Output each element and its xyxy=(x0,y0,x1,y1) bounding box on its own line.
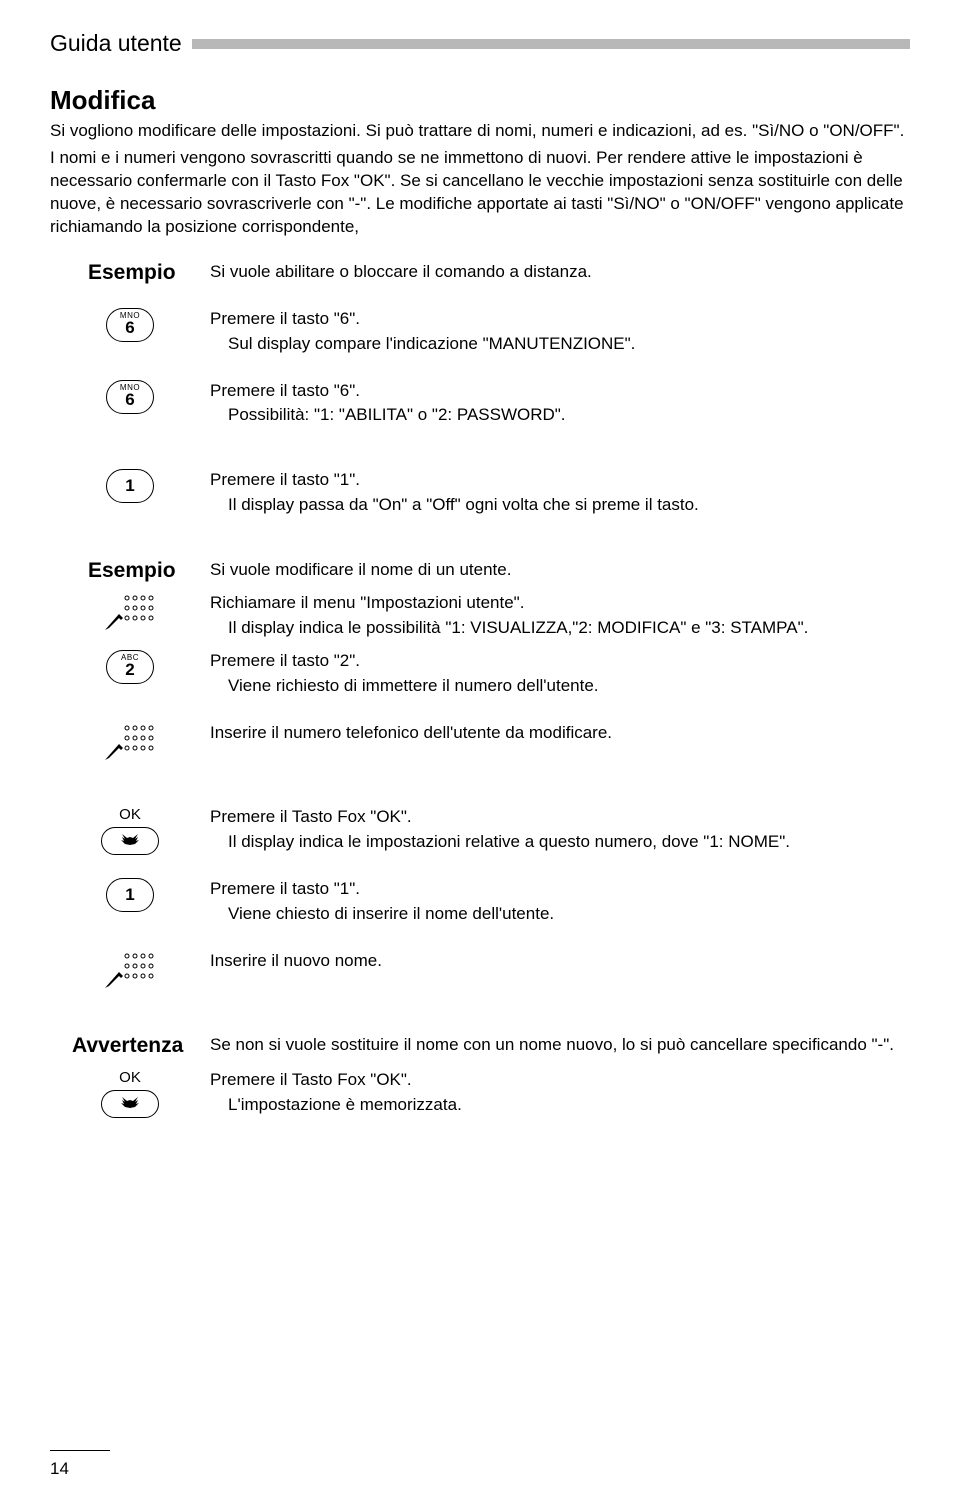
step-result: Il display passa da "On" a "Off" ogni vo… xyxy=(210,494,910,517)
step-action: Premere il tasto "2". xyxy=(210,650,910,673)
page-number-rule xyxy=(50,1450,110,1452)
key-6-button: MNO 6 xyxy=(106,380,154,414)
key-6-button: MNO 6 xyxy=(106,308,154,342)
header-rule xyxy=(192,39,910,49)
header-title: Guida utente xyxy=(50,30,182,57)
step-desc: Si vuole modificare il nome di un utente… xyxy=(210,559,910,582)
step-action: Inserire il nuovo nome. xyxy=(210,950,910,973)
step-result: Viene chiesto di inserire il nome dell'u… xyxy=(210,903,910,926)
key-1-main: 1 xyxy=(125,476,134,496)
key-6-main: 6 xyxy=(125,318,134,338)
step-result: Viene richiesto di immettere il numero d… xyxy=(210,675,910,698)
step-action: Premere il Tasto Fox "OK". xyxy=(210,806,910,829)
step-note: Se non si vuole sostituire il nome con u… xyxy=(210,1034,910,1057)
step-result: Il display indica le possibilità "1: VIS… xyxy=(210,617,910,640)
ok-label: OK xyxy=(119,1069,141,1086)
key-2-button: ABC 2 xyxy=(106,650,154,684)
keypad-icon xyxy=(101,592,159,636)
step-result: L'impostazione è memorizzata. xyxy=(210,1094,910,1117)
step-action: Richiamare il menu "Impostazioni utente"… xyxy=(210,592,910,615)
fox-ok-button xyxy=(101,827,159,855)
intro-paragraph-2: I nomi e i numeri vengono sovrascritti q… xyxy=(50,147,910,239)
keypad-icon xyxy=(101,722,159,766)
esempio-label-2: Esempio xyxy=(50,559,210,583)
intro-paragraph-1: Si vogliono modificare delle impostazion… xyxy=(50,120,910,143)
page-number: 14 xyxy=(50,1459,69,1479)
step-result: Possibilità: "1: "ABILITA" o "2: PASSWOR… xyxy=(210,404,910,427)
step-action: Premere il tasto "6". xyxy=(210,308,910,331)
avvertenza-label: Avvertenza xyxy=(50,1034,210,1058)
esempio-label-1: Esempio xyxy=(50,261,210,285)
key-2-main: 2 xyxy=(125,660,134,680)
key-2-sup: ABC xyxy=(121,653,139,662)
step-desc: Si vuole abilitare o bloccare il comando… xyxy=(210,261,910,284)
key-1-button: 1 xyxy=(106,469,154,503)
key-6-main: 6 xyxy=(125,390,134,410)
step-action: Premere il tasto "1". xyxy=(210,878,910,901)
page-header: Guida utente xyxy=(50,30,910,57)
key-1-main: 1 xyxy=(125,885,134,905)
fox-ok-button xyxy=(101,1090,159,1118)
step-result: Sul display compare l'indicazione "MANUT… xyxy=(210,333,910,356)
keypad-icon xyxy=(101,950,159,994)
step-action: Premere il tasto "1". xyxy=(210,469,910,492)
ok-label: OK xyxy=(119,806,141,823)
key-6-sup: MNO xyxy=(120,311,140,320)
key-6-sup: MNO xyxy=(120,383,140,392)
key-1-button: 1 xyxy=(106,878,154,912)
step-action: Premere il Tasto Fox "OK". xyxy=(210,1069,910,1092)
step-action: Premere il tasto "6". xyxy=(210,380,910,403)
step-result: Il display indica le impostazioni relati… xyxy=(210,831,910,854)
section-heading: Modifica xyxy=(50,85,910,116)
step-action: Inserire il numero telefonico dell'utent… xyxy=(210,722,910,745)
